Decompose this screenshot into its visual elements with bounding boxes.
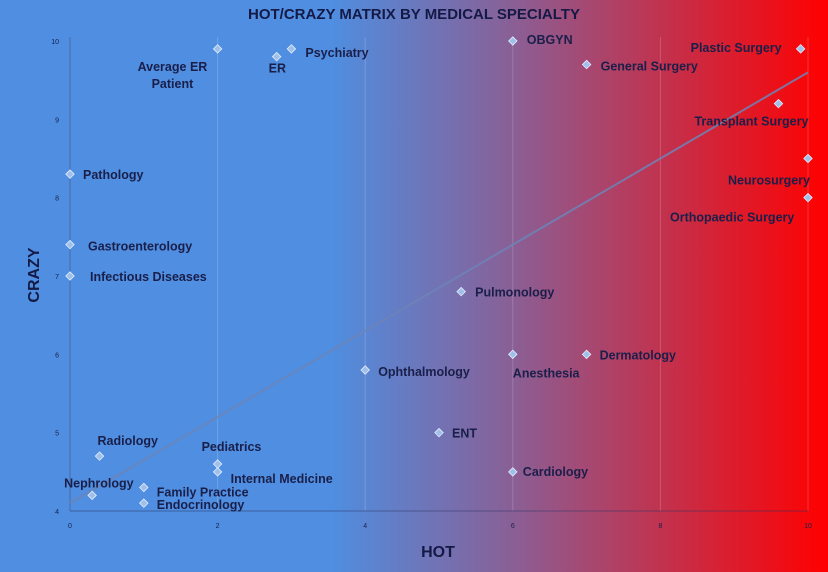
- trendline-group: [69, 71, 809, 505]
- point-label: Transplant Surgery: [694, 115, 808, 129]
- data-point: [65, 271, 75, 281]
- data-point: [94, 451, 105, 461]
- point-label: Infectious Diseases: [90, 270, 207, 284]
- point-label: Orthopaedic Surgery: [670, 211, 794, 225]
- point-label: Pulmonology: [475, 286, 554, 300]
- x-tick-label: 2: [216, 523, 220, 530]
- data-point: [803, 192, 813, 203]
- data-point: [508, 36, 518, 46]
- point-label: Average ER Patient: [138, 60, 208, 91]
- y-tick-label: 4: [55, 509, 59, 516]
- point-label: Nephrology: [64, 476, 133, 490]
- x-tick-label: 10: [804, 523, 812, 530]
- y-axis-title: CRAZY: [26, 247, 43, 302]
- point-label: ER: [269, 62, 286, 76]
- data-point: [65, 239, 75, 250]
- point-label: Gastroenterology: [88, 240, 192, 254]
- data-point: [434, 427, 444, 438]
- data-point: [456, 286, 466, 297]
- point-label: Endocrinology: [157, 498, 245, 512]
- x-tick-label: 0: [68, 523, 72, 530]
- data-point: [795, 44, 806, 54]
- y-tick-label: 7: [55, 274, 59, 281]
- point-label: OBGYN: [527, 33, 573, 47]
- data-point: [581, 59, 592, 70]
- x-tick-label: 6: [511, 523, 515, 530]
- point-label: Pathology: [83, 168, 143, 182]
- data-point: [508, 349, 518, 360]
- y-tick-label: 5: [55, 431, 59, 438]
- chart-title: HOT/CRAZY MATRIX BY MEDICAL SPECIALTY: [248, 6, 580, 23]
- data-point: [212, 44, 223, 54]
- point-label: Cardiology: [523, 465, 588, 479]
- point-label: Family Practice: [157, 486, 249, 500]
- y-tick-label: 8: [55, 196, 59, 203]
- point-label: General Surgery: [601, 60, 698, 74]
- x-tick-label: 8: [658, 523, 662, 530]
- data-point: [271, 51, 282, 62]
- data-point: [65, 169, 75, 179]
- point-label: Ophthalmology: [378, 365, 470, 379]
- y-tick-label: 9: [55, 117, 59, 124]
- point-label: Dermatology: [600, 348, 676, 362]
- x-tick-label: 4: [363, 523, 367, 530]
- data-point: [803, 153, 813, 164]
- point-labels: Average ER Patient ER Psychiatry OBGYN Plasti…: [64, 33, 810, 512]
- point-label: Pediatrics: [202, 440, 262, 454]
- point-label: Plastic Surgery: [691, 41, 782, 55]
- point-label: Neurosurgery: [728, 174, 810, 188]
- data-point: [139, 498, 149, 508]
- data-point: [508, 467, 518, 477]
- trendline: [69, 71, 809, 505]
- y-tick-label: 10: [51, 39, 59, 46]
- point-label: ENT: [452, 427, 477, 441]
- point-label: Psychiatry: [305, 46, 368, 60]
- point-label: Radiology: [98, 434, 158, 448]
- data-point: [286, 44, 297, 54]
- y-tick-label: 6: [55, 352, 59, 359]
- point-label: Anesthesia: [513, 366, 581, 380]
- data-points: [65, 36, 813, 508]
- axes: 0 2 4 6 8 10 4 5 6 7 8 9 10: [51, 37, 812, 530]
- data-point: [139, 482, 149, 493]
- data-point: [581, 349, 592, 360]
- data-point: [87, 490, 97, 501]
- point-label: Internal Medicine: [231, 472, 333, 486]
- data-point: [212, 467, 223, 477]
- data-point: [773, 98, 784, 109]
- data-point: [360, 365, 370, 375]
- x-axis-title: HOT: [421, 544, 455, 561]
